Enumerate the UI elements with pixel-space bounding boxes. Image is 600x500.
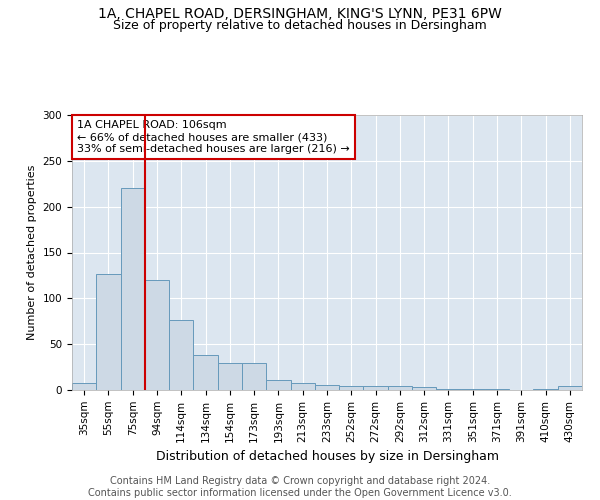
- X-axis label: Distribution of detached houses by size in Dersingham: Distribution of detached houses by size …: [155, 450, 499, 463]
- Bar: [145, 280, 169, 390]
- Bar: [242, 362, 266, 390]
- Bar: [193, 355, 218, 390]
- Text: Contains HM Land Registry data © Crown copyright and database right 2024.
Contai: Contains HM Land Registry data © Crown c…: [88, 476, 512, 498]
- Bar: [339, 386, 364, 390]
- Y-axis label: Number of detached properties: Number of detached properties: [27, 165, 37, 340]
- Bar: [388, 386, 412, 390]
- Bar: [412, 387, 436, 390]
- Bar: [72, 382, 96, 390]
- Text: 1A CHAPEL ROAD: 106sqm
← 66% of detached houses are smaller (433)
33% of semi-de: 1A CHAPEL ROAD: 106sqm ← 66% of detached…: [77, 120, 350, 154]
- Bar: [364, 386, 388, 390]
- Bar: [461, 389, 485, 390]
- Bar: [290, 382, 315, 390]
- Bar: [218, 362, 242, 390]
- Bar: [169, 320, 193, 390]
- Bar: [485, 389, 509, 390]
- Bar: [121, 188, 145, 390]
- Bar: [558, 386, 582, 390]
- Text: Size of property relative to detached houses in Dersingham: Size of property relative to detached ho…: [113, 19, 487, 32]
- Bar: [533, 389, 558, 390]
- Bar: [96, 274, 121, 390]
- Bar: [315, 384, 339, 390]
- Bar: [266, 380, 290, 390]
- Bar: [436, 389, 461, 390]
- Text: 1A, CHAPEL ROAD, DERSINGHAM, KING'S LYNN, PE31 6PW: 1A, CHAPEL ROAD, DERSINGHAM, KING'S LYNN…: [98, 8, 502, 22]
